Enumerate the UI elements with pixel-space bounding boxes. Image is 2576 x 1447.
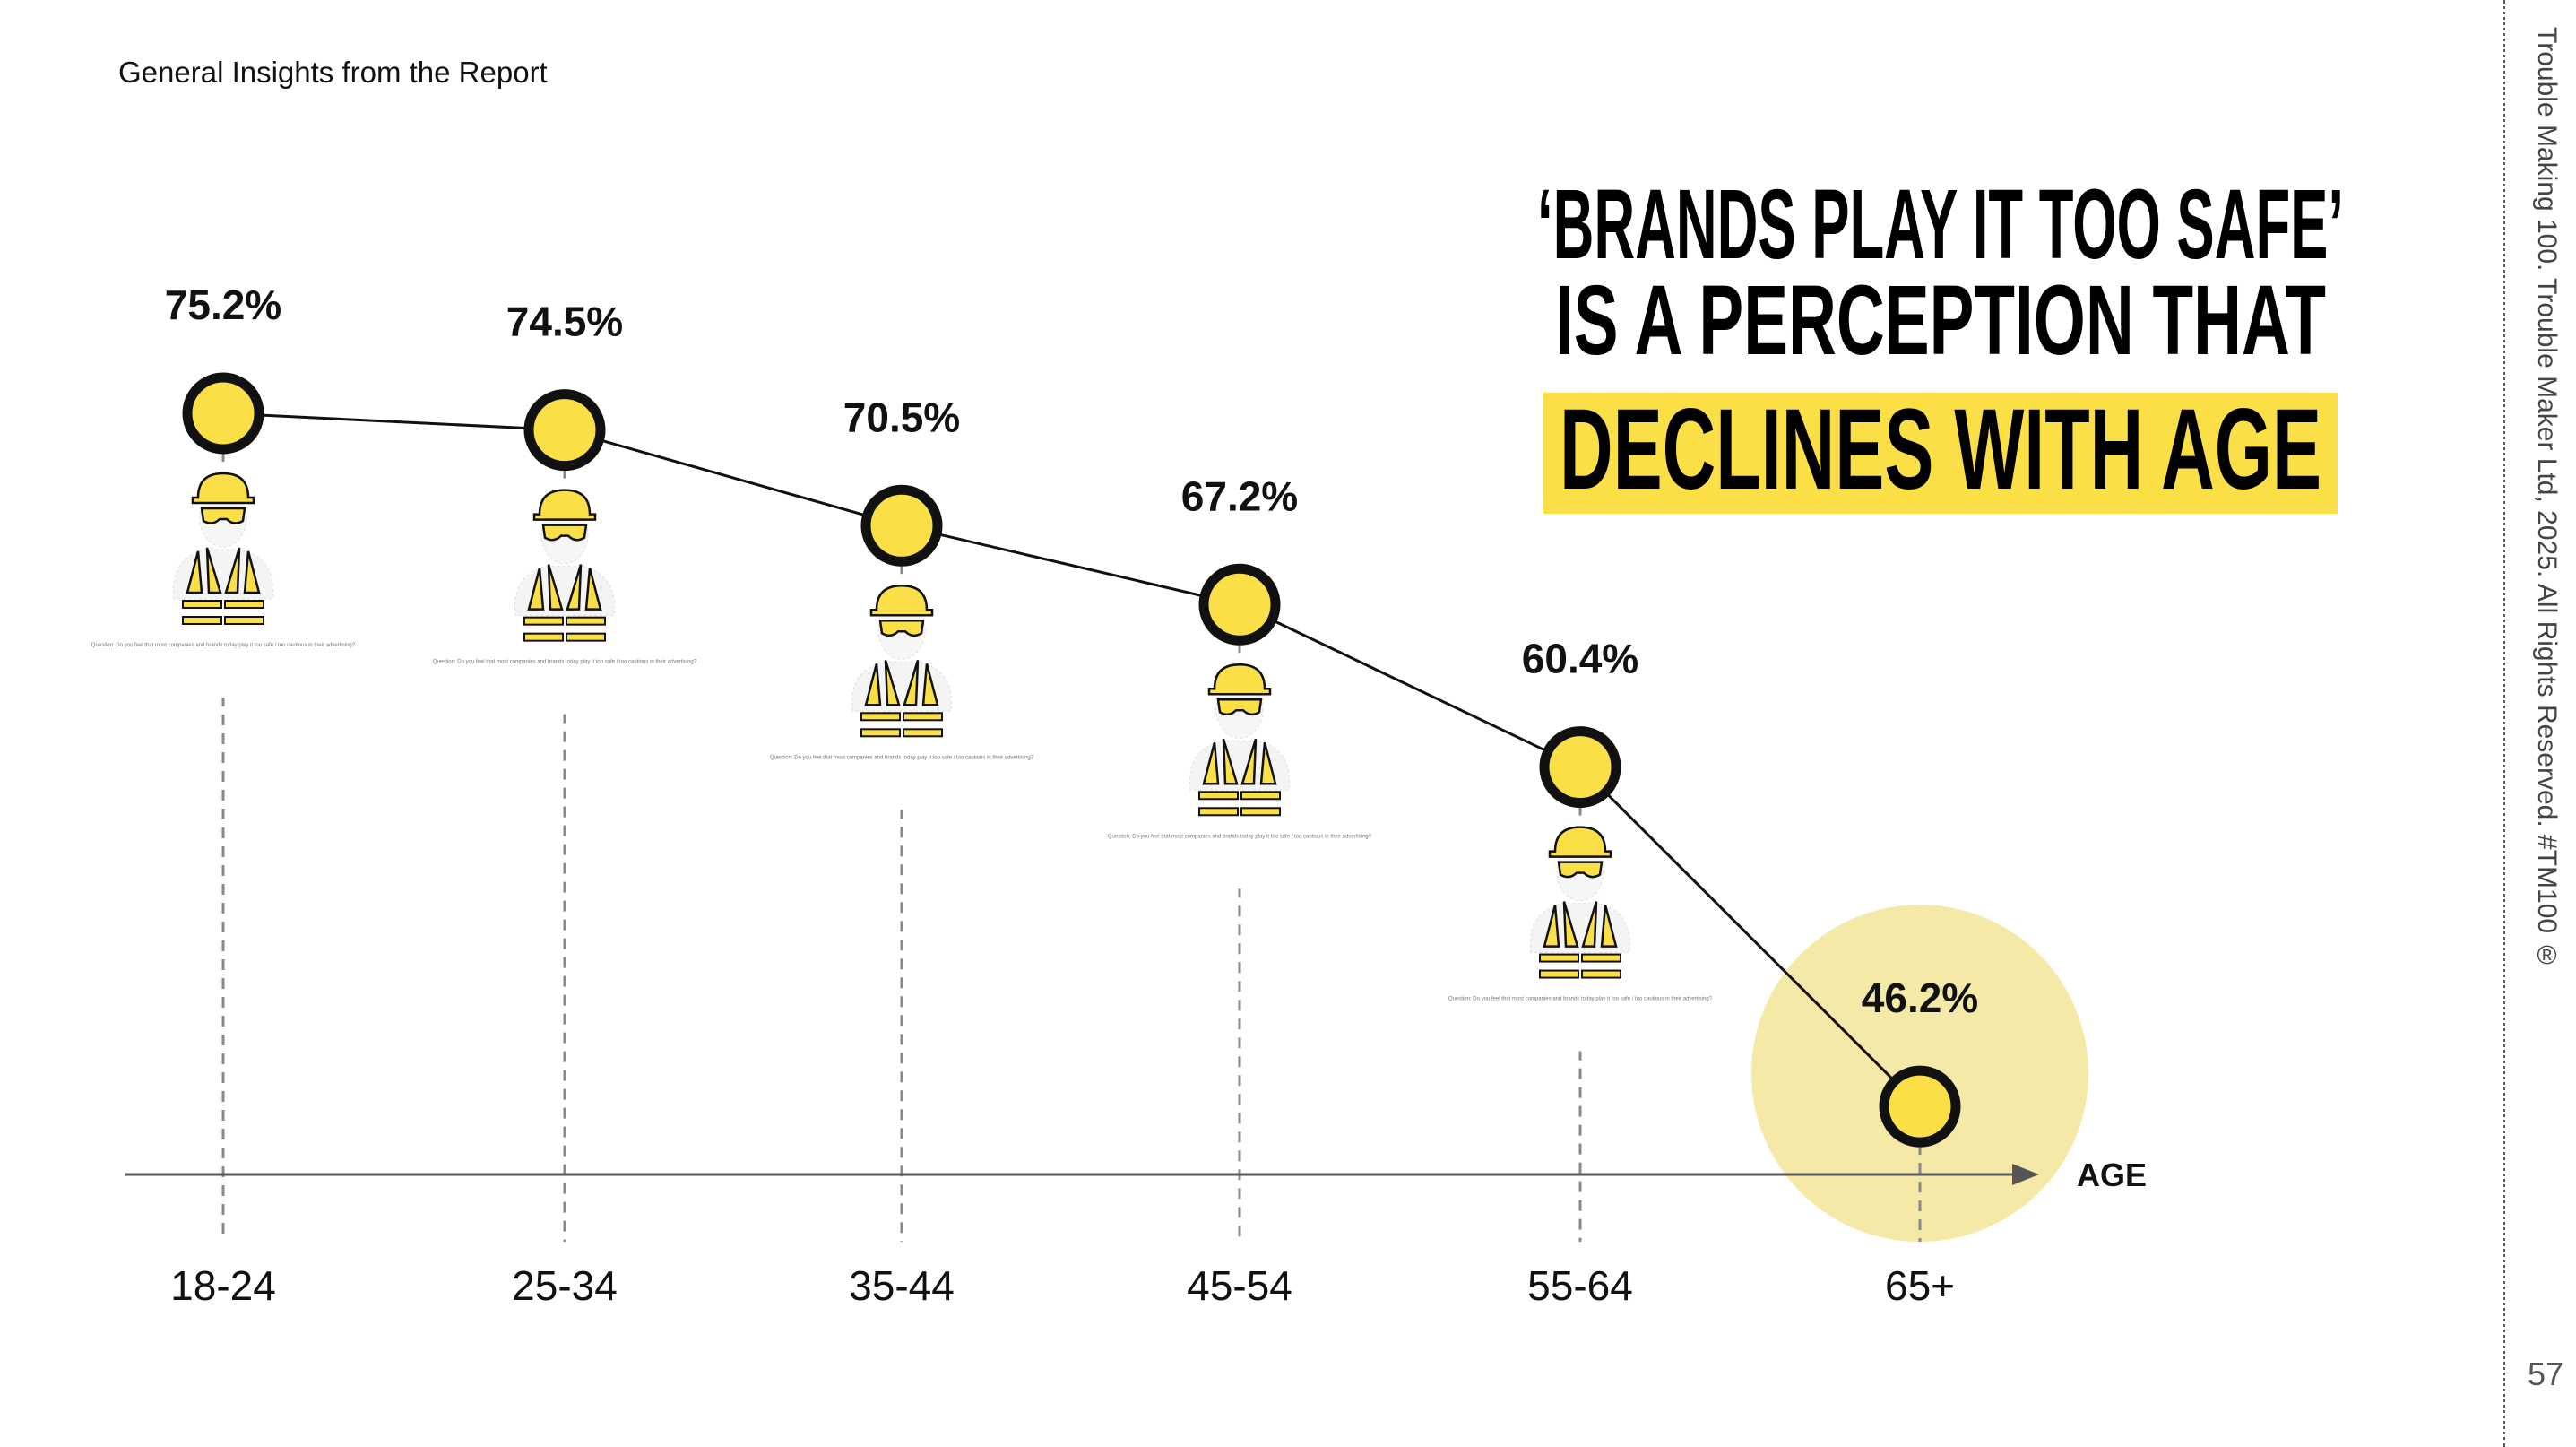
- copyright-footer: Trouble Making 100. Trouble Maker Ltd, 2…: [2532, 27, 2562, 971]
- age-line-chart: AGE Question: Do you feel that most compa…: [91, 282, 2147, 1309]
- x-tick-label: 25-34: [512, 1262, 618, 1309]
- data-line: [222, 412, 1922, 1108]
- data-point-35-44: [860, 484, 943, 567]
- data-point-25-34: [523, 389, 606, 472]
- data-label: 46.2%: [1862, 975, 1978, 1021]
- worker-caption: Question: Do you feel that most companie…: [433, 660, 697, 665]
- x-tick-label: 35-44: [849, 1262, 955, 1309]
- worker-icon: Question: Do you feel that most companie…: [1108, 655, 1372, 889]
- worker-icon: Question: Do you feel that most companie…: [1448, 818, 1713, 1052]
- x-tick-label: 45-54: [1187, 1262, 1292, 1309]
- page-number: 57: [2528, 1356, 2564, 1392]
- data-point-45-54: [1198, 563, 1281, 646]
- worker-caption: Question: Do you feel that most companie…: [1108, 834, 1372, 839]
- footer-divider: [2503, 0, 2505, 1447]
- x-tick-label: 55-64: [1527, 1262, 1633, 1309]
- data-point-18-24: [182, 372, 264, 455]
- data-label: 67.2%: [1181, 472, 1298, 519]
- worker-icon: Question: Do you feel that most companie…: [91, 464, 356, 698]
- x-axis-arrow-icon: [2012, 1164, 2039, 1185]
- x-tick-label: 18-24: [170, 1262, 276, 1309]
- worker-caption: Question: Do you feel that most companie…: [770, 755, 1034, 760]
- worker-icon: Question: Do you feel that most companie…: [770, 576, 1034, 810]
- headline-line-1: ‘BRANDS PLAY IT TOO SAFE’: [1537, 170, 2344, 280]
- data-label: 60.4%: [1522, 636, 1638, 682]
- data-label: 70.5%: [843, 394, 960, 440]
- headline: ‘BRANDS PLAY IT TOO SAFE’ IS A PERCEPTIO…: [1537, 170, 2344, 514]
- data-label: 75.2%: [165, 282, 281, 328]
- headline-highlight: [1543, 393, 2338, 514]
- worker-caption: Question: Do you feel that most companie…: [91, 643, 356, 648]
- x-axis-label: AGE: [2077, 1157, 2147, 1193]
- data-point-65+: [1879, 1065, 1961, 1148]
- headline-line-3: DECLINES WITH AGE: [1560, 386, 2321, 514]
- report-section-title: General Insights from the Report: [118, 56, 548, 89]
- worker-caption: Question: Do you feel that most companie…: [1448, 997, 1713, 1002]
- x-tick-label: 65+: [1885, 1262, 1955, 1309]
- worker-icon: Question: Do you feel that most companie…: [433, 481, 697, 715]
- data-point-55-64: [1539, 726, 1621, 809]
- data-label: 74.5%: [506, 299, 623, 345]
- headline-line-2: IS A PERCEPTION THAT: [1555, 265, 2326, 376]
